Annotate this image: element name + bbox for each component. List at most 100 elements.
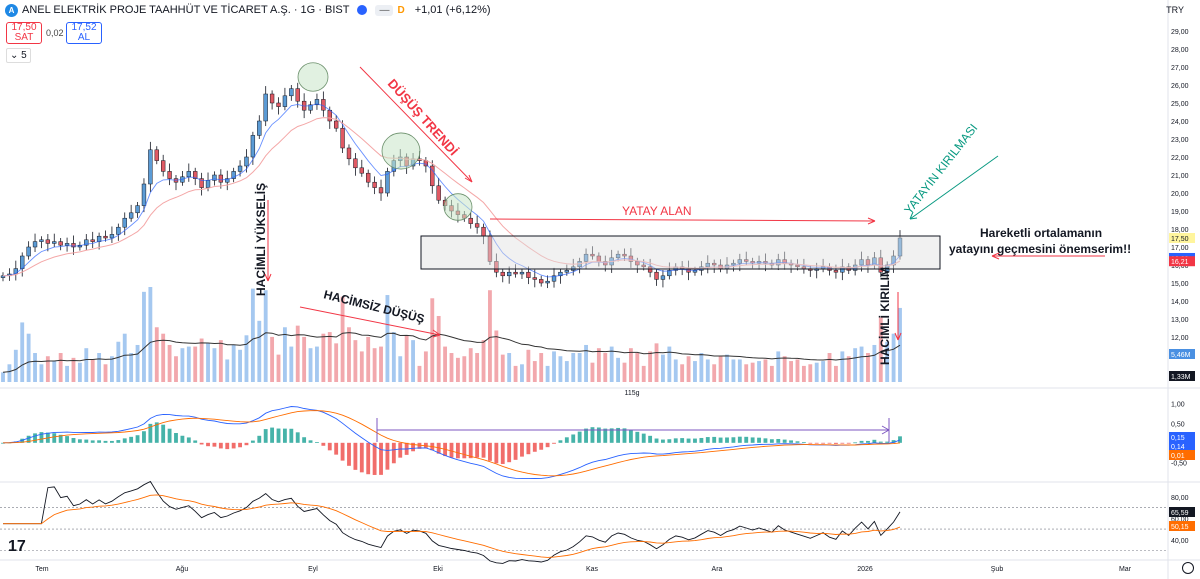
chevron-down-icon: ⌄ — [10, 50, 22, 61]
volume-bar — [65, 365, 69, 382]
macd-histogram-bar — [116, 440, 121, 443]
symbol-header: A ANEL ELEKTRİK PROJE TAAHHÜT VE TİCARET… — [0, 0, 1170, 20]
volume-bar — [507, 353, 512, 382]
settings-icon[interactable] — [1182, 562, 1194, 574]
time-tick-label: Ağu — [176, 566, 189, 573]
volume-bar — [398, 356, 403, 382]
rsi-tick-label: 40,00 — [1171, 538, 1189, 545]
volume-bar — [334, 343, 339, 382]
volume-bar — [520, 364, 524, 382]
macd-histogram-bar — [616, 427, 621, 443]
rsi-label: 65,59 — [1171, 510, 1189, 517]
volume-bar — [558, 356, 563, 382]
volume-bar — [20, 322, 25, 382]
candle-body — [84, 239, 89, 246]
collapse-button[interactable]: — — [375, 4, 394, 16]
volume-bar — [718, 356, 723, 382]
volume-bar — [186, 346, 191, 382]
volume-bar — [58, 353, 63, 382]
candle-body — [705, 262, 710, 268]
candle-body — [353, 158, 358, 169]
candle-body — [71, 243, 76, 248]
range-arrow — [489, 218, 876, 222]
candle-body — [513, 271, 518, 275]
buy-button[interactable]: 17,52 AL — [66, 22, 102, 44]
price-change: +1,01 (+6,12%) — [414, 4, 491, 16]
candle-body — [667, 270, 672, 277]
macd-histogram-bar — [532, 442, 537, 452]
candle-body — [321, 99, 326, 111]
candle-body — [635, 261, 640, 266]
sell-button[interactable]: 17,50 SAT — [6, 22, 42, 44]
price-tick-label: 23,00 — [1171, 137, 1189, 144]
macd-histogram-bar — [891, 440, 896, 443]
candle-body — [474, 223, 480, 228]
candle-body — [186, 171, 191, 178]
currency-label[interactable]: TRY — [1166, 5, 1184, 15]
price-tick-label: 20,00 — [1171, 191, 1189, 198]
macd-histogram-bar — [26, 435, 31, 443]
buy-price: 17,52 — [71, 22, 97, 33]
tradingview-logo[interactable]: 17 — [8, 538, 26, 555]
macd-tick-label: 0,50 — [1171, 421, 1185, 428]
volume-bar — [116, 341, 121, 382]
candle-body — [39, 239, 44, 242]
highlight-circle — [443, 193, 473, 221]
volume-bar — [468, 348, 473, 382]
volume-bar — [385, 295, 390, 382]
volume-bar — [13, 349, 18, 382]
volume-bar — [488, 290, 492, 382]
candle-body — [833, 270, 839, 273]
volume-bar — [744, 364, 749, 382]
candle-body — [250, 135, 256, 158]
macd-histogram-bar — [58, 434, 63, 443]
price-tick-label: 16,00 — [1171, 263, 1189, 270]
macd-histogram-bar — [635, 431, 640, 443]
candle-body — [436, 185, 441, 201]
volume-bar — [77, 362, 82, 382]
candle-body — [506, 271, 512, 277]
candle-body — [263, 93, 268, 122]
volume-bar — [109, 356, 114, 382]
volume-bar — [347, 327, 351, 382]
candle-body — [218, 174, 224, 183]
macd-histogram-bar — [885, 441, 890, 443]
macd-histogram-bar — [827, 442, 832, 444]
volume-bar — [161, 333, 166, 382]
macd-histogram-bar — [327, 442, 332, 451]
volume-bar — [821, 361, 826, 382]
volume-bar — [276, 354, 281, 382]
candle-body — [327, 109, 332, 122]
price-tick-label: 18,00 — [1171, 227, 1189, 234]
indicators-toggle-button[interactable]: ⌄ 5 — [6, 48, 31, 63]
price-axis: 29,00 28,00 27,00 26,00 25,00 24,00 23,00 22,00… — [1169, 29, 1195, 545]
volume-bar — [757, 361, 761, 382]
price-tick-label: 17,00 — [1171, 245, 1189, 252]
macd-histogram-bar — [814, 442, 819, 444]
annotation-breakout: YATAYIN KIRILMASI — [901, 121, 980, 217]
ema-slow-line — [2, 117, 901, 277]
macd-histogram-bar — [398, 442, 403, 458]
candle-body — [468, 217, 473, 224]
volume-bar — [859, 346, 864, 382]
volume-bar — [552, 351, 556, 382]
macd-histogram-bar — [539, 442, 544, 450]
volume-bar — [872, 344, 877, 382]
volume-bar — [827, 353, 832, 382]
symbol-title[interactable]: ANEL ELEKTRİK PROJE TAAHHÜT VE TİCARET A… — [22, 4, 350, 16]
volume-bar — [648, 351, 653, 382]
volume-ma-line — [2, 332, 901, 373]
volume-bar — [263, 290, 268, 382]
macd-signal-label-bg — [1169, 441, 1195, 451]
rsi-line — [3, 480, 901, 564]
volume-bar — [180, 348, 185, 382]
price-tick-label: 26,00 — [1171, 83, 1189, 90]
candle-body — [289, 88, 294, 97]
volume-bar — [513, 365, 518, 382]
macd-histogram-bar — [391, 442, 396, 464]
macd-histogram-bar — [757, 437, 761, 443]
candle-body — [103, 235, 108, 239]
macd-histogram-bar — [142, 431, 146, 443]
